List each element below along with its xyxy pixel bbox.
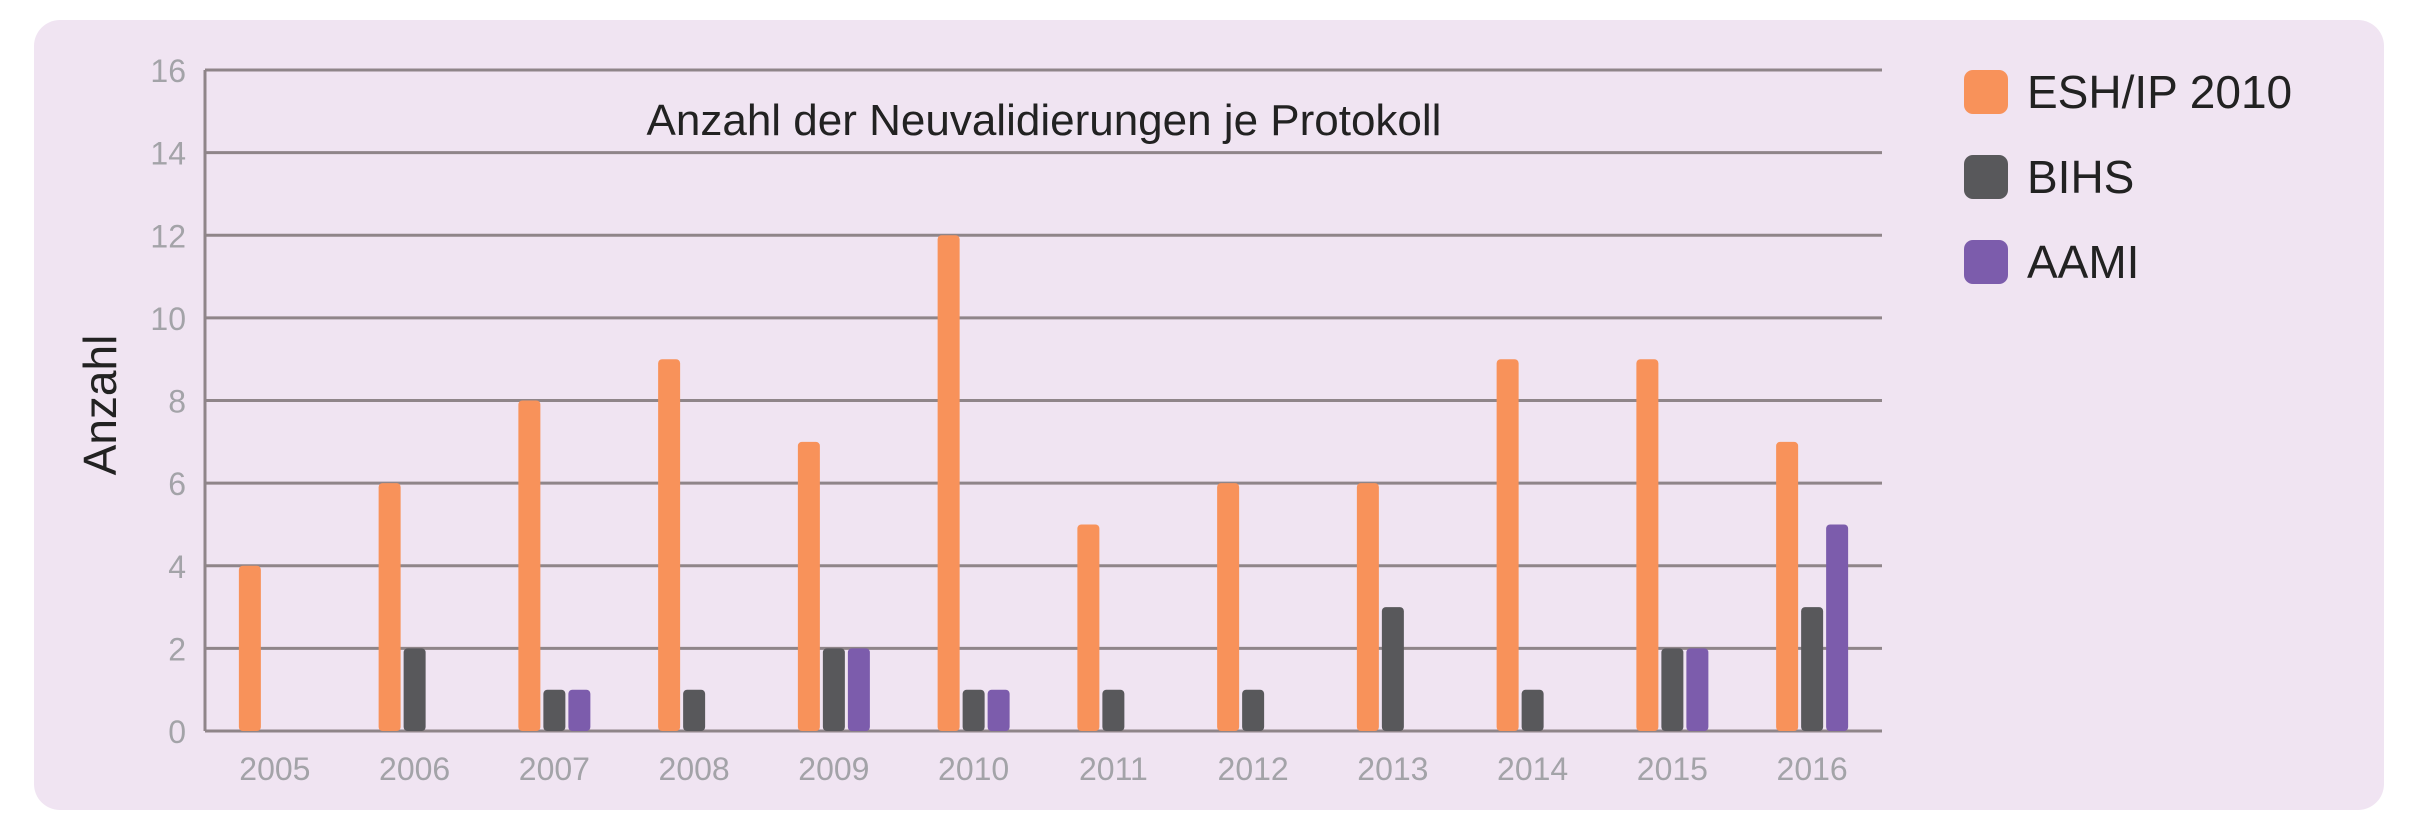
bar-esh-ip-2010-2009 — [797, 441, 820, 731]
y-tick-label: 2 — [168, 631, 186, 667]
y-tick-label: 16 — [150, 53, 186, 89]
bar-bihs-2016 — [1801, 607, 1824, 731]
legend-label: ESH/IP 2010 — [2027, 66, 2292, 118]
bar-aami-2015 — [1686, 648, 1709, 731]
x-tick-label: 2010 — [938, 751, 1009, 787]
bar-aami-2010 — [987, 689, 1010, 731]
y-tick-label: 12 — [150, 218, 186, 254]
bar-bihs-2013 — [1381, 607, 1404, 731]
chart-title: Anzahl der Neuvalidierungen je Protokoll — [647, 96, 1442, 145]
y-tick-label: 6 — [168, 466, 186, 502]
bar-bihs-2011 — [1102, 689, 1125, 731]
bar-aami-2007 — [568, 689, 591, 731]
bar-esh-ip-2010-2011 — [1077, 524, 1100, 731]
bar-esh-ip-2010-2008 — [658, 359, 681, 731]
x-tick-label: 2009 — [798, 751, 869, 787]
bar-esh-ip-2010-2016 — [1776, 441, 1799, 731]
bar-bihs-2012 — [1242, 689, 1265, 731]
bar-bihs-2014 — [1521, 689, 1544, 731]
y-tick-label: 8 — [168, 384, 186, 420]
y-tick-label: 10 — [150, 301, 186, 337]
legend-swatch — [1964, 240, 2008, 284]
x-tick-label: 2006 — [379, 751, 450, 787]
bar-esh-ip-2010-2012 — [1217, 483, 1240, 731]
x-tick-label: 2012 — [1218, 751, 1289, 787]
bar-esh-ip-2010-2014 — [1496, 359, 1519, 731]
bar-esh-ip-2010-2015 — [1636, 359, 1659, 731]
y-tick-label: 14 — [150, 136, 186, 172]
x-tick-label: 2007 — [519, 751, 590, 787]
bar-aami-2009 — [847, 648, 870, 731]
x-tick-label: 2014 — [1497, 751, 1568, 787]
legend-label: BIHS — [2027, 151, 2134, 203]
bar-bihs-2010 — [962, 689, 985, 731]
x-tick-label: 2008 — [659, 751, 730, 787]
bar-bihs-2006 — [403, 648, 426, 731]
bar-esh-ip-2010-2005 — [238, 565, 261, 731]
bar-aami-2016 — [1826, 524, 1849, 731]
y-tick-label: 0 — [168, 714, 186, 750]
bar-esh-ip-2010-2013 — [1356, 483, 1379, 731]
bars — [238, 235, 1849, 731]
x-tick-label: 2015 — [1637, 751, 1708, 787]
bar-esh-ip-2010-2010 — [937, 235, 960, 731]
x-tick-label: 2011 — [1079, 751, 1148, 787]
x-tick-label: 2005 — [239, 751, 310, 787]
chart-panel: 0 2 4 6 8 10 12 14 16 2005 2006 2007 2008 2009 2010 20… — [34, 20, 2384, 810]
y-axis-label: Anzahl — [74, 335, 126, 476]
y-tick-labels: 0 2 4 6 8 10 12 14 16 — [150, 53, 186, 750]
legend-swatch — [1964, 70, 2008, 114]
x-tick-label: 2013 — [1357, 751, 1428, 787]
bar-esh-ip-2010-2006 — [378, 483, 401, 731]
bar-bihs-2008 — [683, 689, 706, 731]
y-tick-label: 4 — [168, 549, 186, 585]
x-tick-label: 2016 — [1777, 751, 1848, 787]
gridlines — [205, 68, 1882, 733]
legend-label: AAMI — [2027, 236, 2139, 288]
legend-swatch — [1964, 155, 2008, 199]
bar-bihs-2015 — [1661, 648, 1684, 731]
x-tick-labels: 2005 2006 2007 2008 2009 2010 2011 2012 2013 2014… — [239, 751, 1847, 787]
legend: ESH/IP 2010 BIHS AAMI — [1964, 66, 2292, 288]
bar-esh-ip-2010-2007 — [518, 400, 541, 731]
bar-bihs-2007 — [543, 689, 566, 731]
bar-bihs-2009 — [822, 648, 845, 731]
